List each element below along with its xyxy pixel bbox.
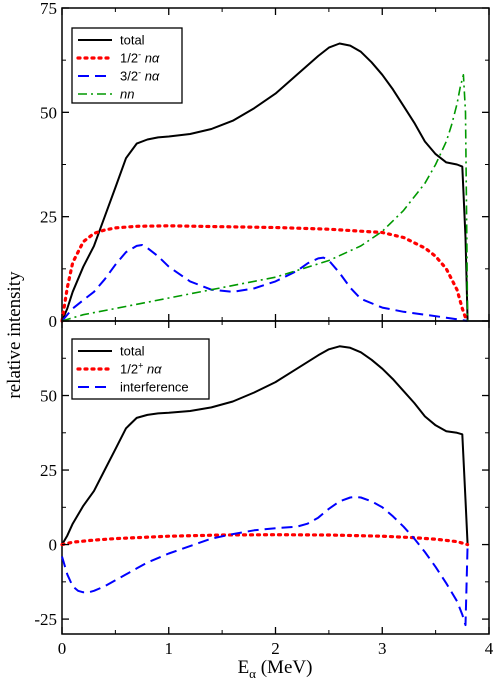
- top-legend: total 1/2- nα 3/2- nα nn: [71, 27, 183, 104]
- bottom-y-tick-label-3: 50: [40, 387, 57, 406]
- top-y-tick-label-3: 75: [40, 0, 57, 18]
- top-legend-label-2: 3/2- nα: [120, 68, 160, 84]
- bottom-legend-label-0: total: [120, 344, 145, 359]
- top-series-line-0: [61, 42, 469, 322]
- top-series-line-2: [61, 244, 468, 322]
- bottom-series-line-0: [61, 345, 469, 546]
- bottom-series-line-2: [61, 495, 469, 627]
- bottom-legend-label-2: interference: [120, 380, 189, 395]
- bottom-x-tick-label-4: 4: [485, 639, 494, 658]
- top-legend-label-1: 1/2- nα: [120, 50, 160, 66]
- top-y-tick-label-0: 0: [49, 312, 58, 331]
- bottom-x-tick-label-2: 2: [271, 639, 280, 658]
- bottom-x-tick-label-3: 3: [378, 639, 387, 658]
- bottom-legend-box: [71, 338, 210, 400]
- bottom-legend-label-1: 1/2+ nα: [120, 361, 162, 377]
- bottom-plot-area: [60, 345, 470, 627]
- bottom-y-tick-label-2: 25: [40, 461, 57, 480]
- bottom-y-tick-label-1: 0: [49, 536, 58, 555]
- bottom-x-tick-label-0: 0: [58, 639, 67, 658]
- x-axis-title-unit: (MeV): [256, 657, 312, 678]
- top-plot-area: [60, 42, 470, 323]
- top-legend-label-3: nn: [120, 87, 134, 102]
- bottom-y-tick-label-0: -25: [34, 610, 57, 629]
- x-axis-title: Eα (MeV): [238, 657, 313, 681]
- x-axis-title-main: E: [238, 657, 250, 678]
- bottom-legend: total 1/2+ nα interference: [71, 338, 210, 400]
- bottom-series-line-1: [60, 533, 470, 547]
- top-y-tick-label-2: 50: [40, 103, 57, 122]
- y-axis-title: relative intensity: [4, 271, 25, 399]
- top-y-tick-label-1: 25: [40, 208, 57, 227]
- top-panel: 0 25 50 75 total 1/2- nα 3/2- nα nn: [40, 0, 490, 331]
- top-legend-label-0: total: [120, 33, 145, 48]
- bottom-x-tick-label-1: 1: [165, 639, 174, 658]
- top-series-line-1: [60, 224, 470, 323]
- top-series-line-3: [61, 74, 469, 322]
- x-axis-title-subscript: α: [249, 666, 256, 681]
